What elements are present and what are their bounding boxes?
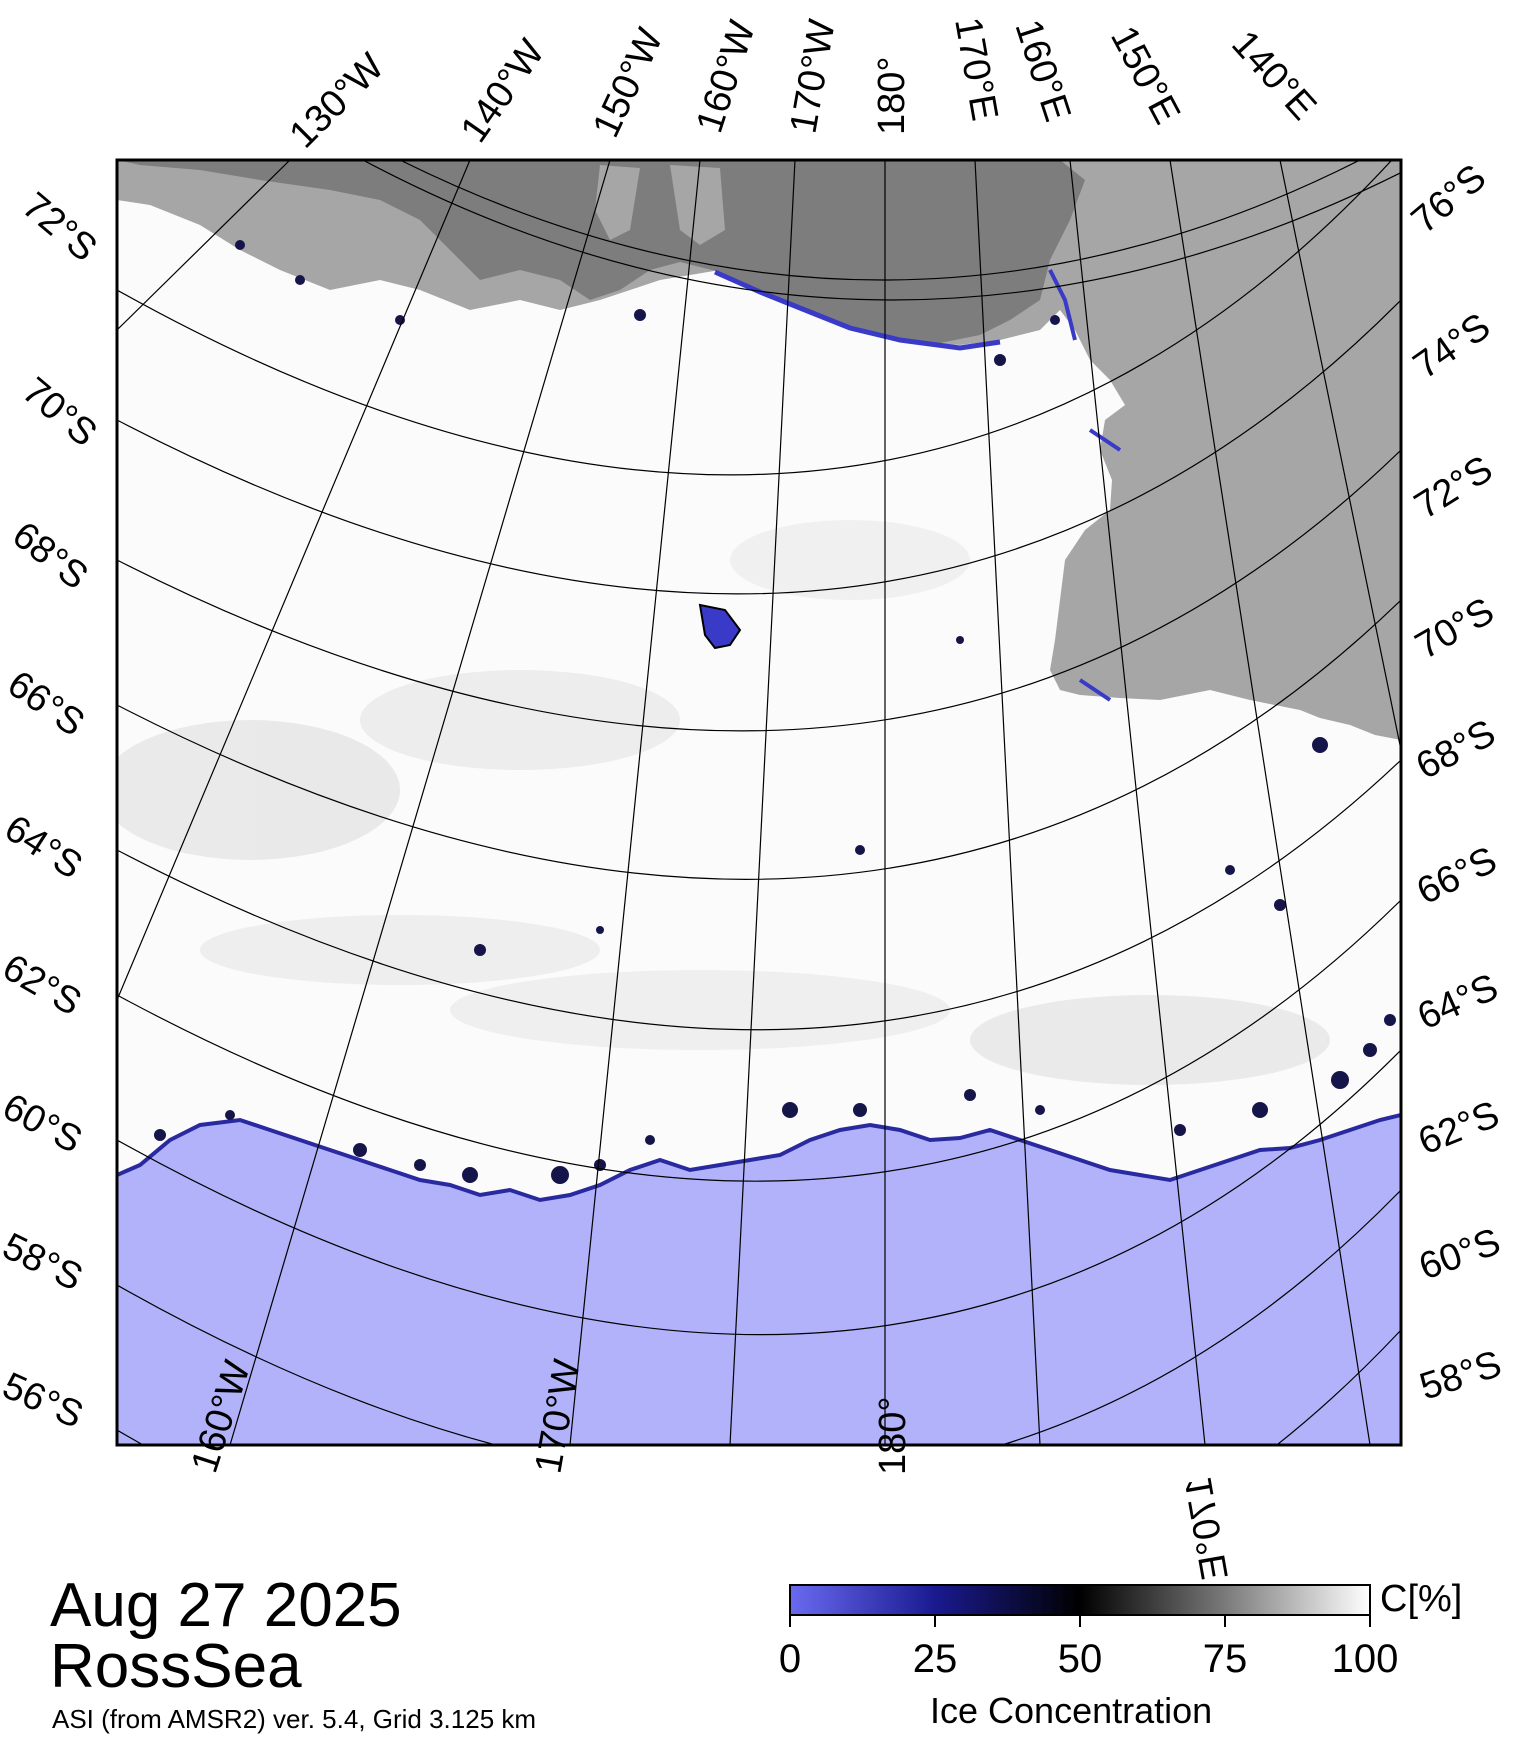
- map-frame-content: [117, 160, 1401, 1445]
- right-lat-label: 70°S: [1409, 590, 1502, 668]
- ice-front-edge: [713, 269, 1001, 351]
- land-patch: [670, 165, 725, 245]
- legend-unit: C[%]: [1380, 1578, 1463, 1620]
- right-lat-label: 76°S: [1404, 156, 1494, 241]
- longitude-lines: [117, 160, 1401, 1445]
- bottom-lon-label: 180°: [872, 1396, 914, 1475]
- left-lat-label: 72°S: [14, 185, 104, 270]
- right-lat-label: 60°S: [1414, 1221, 1506, 1289]
- bottom-lon-label: 170°E: [1178, 1473, 1237, 1583]
- latitude-lines: [117, 160, 1401, 1445]
- legend-tick-label: 0: [778, 1637, 802, 1681]
- left-lat-label: 62°S: [0, 946, 88, 1024]
- ice-front-edge: [1048, 269, 1122, 702]
- top-lon-label: 180°: [871, 56, 913, 135]
- left-lat-label: 56°S: [0, 1365, 89, 1437]
- colorbar: [789, 1584, 1371, 1616]
- right-latitude-labels: 76°S 74°S 72°S 70°S 68°S 66°S 64°S 62°S …: [1404, 156, 1507, 1408]
- top-lon-label: 150°W: [585, 22, 671, 144]
- low-concentration-spots: [154, 240, 1396, 1184]
- colorbar-ticks: [789, 1615, 1371, 1627]
- right-lat-label: 68°S: [1410, 712, 1503, 788]
- left-lat-label: 66°S: [0, 663, 92, 745]
- right-lat-label: 62°S: [1413, 1093, 1506, 1163]
- legend-tick-label: 100: [1331, 1637, 1399, 1681]
- right-lat-label: 72°S: [1408, 448, 1500, 528]
- top-lon-label: 130°W: [282, 46, 393, 157]
- left-lat-label: 70°S: [14, 370, 104, 455]
- polynya: [698, 603, 742, 650]
- right-lat-label: 64°S: [1412, 966, 1505, 1038]
- right-lat-label: 66°S: [1411, 839, 1504, 913]
- legend-title: Ice Concentration: [930, 1690, 1213, 1731]
- right-lat-label: 58°S: [1415, 1343, 1507, 1409]
- ice-texture: [117, 520, 1330, 1085]
- date-title: Aug 27 2025: [50, 1571, 402, 1640]
- top-lon-label: 140°E: [1223, 23, 1324, 128]
- region-title: RossSea: [50, 1632, 302, 1701]
- legend-tick-label: 75: [1202, 1637, 1248, 1681]
- left-lat-label: 64°S: [0, 807, 89, 887]
- source-note: ASI (from AMSR2) ver. 5.4, Grid 3.125 km: [52, 1704, 537, 1734]
- open-water: [117, 1115, 1401, 1445]
- top-lon-label: 160°W: [689, 16, 764, 138]
- map-frame: [115, 158, 1403, 1447]
- land-patch: [595, 165, 640, 240]
- left-lat-label: 58°S: [0, 1225, 89, 1299]
- left-lat-label: 68°S: [4, 514, 95, 598]
- top-lon-label: 160°E: [1006, 15, 1078, 127]
- left-latitude-labels: 72°S 70°S 68°S 66°S 64°S 62°S 60°S 58°S …: [0, 185, 105, 1437]
- legend-tick-label: 25: [912, 1637, 958, 1681]
- legend-tick-label: 50: [1057, 1637, 1103, 1681]
- land-mass: [117, 160, 1401, 740]
- right-lat-label: 74°S: [1406, 305, 1498, 387]
- top-lon-label: 170°W: [783, 16, 844, 136]
- top-lon-label: 150°E: [1102, 20, 1188, 132]
- top-lon-label: 140°W: [453, 32, 553, 150]
- left-lat-label: 60°S: [0, 1086, 89, 1162]
- ice-edge-line: [117, 1113, 1401, 1203]
- top-longitude-labels: 130°W 140°W 150°W 160°W 170°W 180° 170°E…: [282, 14, 1324, 156]
- top-lon-label: 170°E: [946, 14, 1005, 124]
